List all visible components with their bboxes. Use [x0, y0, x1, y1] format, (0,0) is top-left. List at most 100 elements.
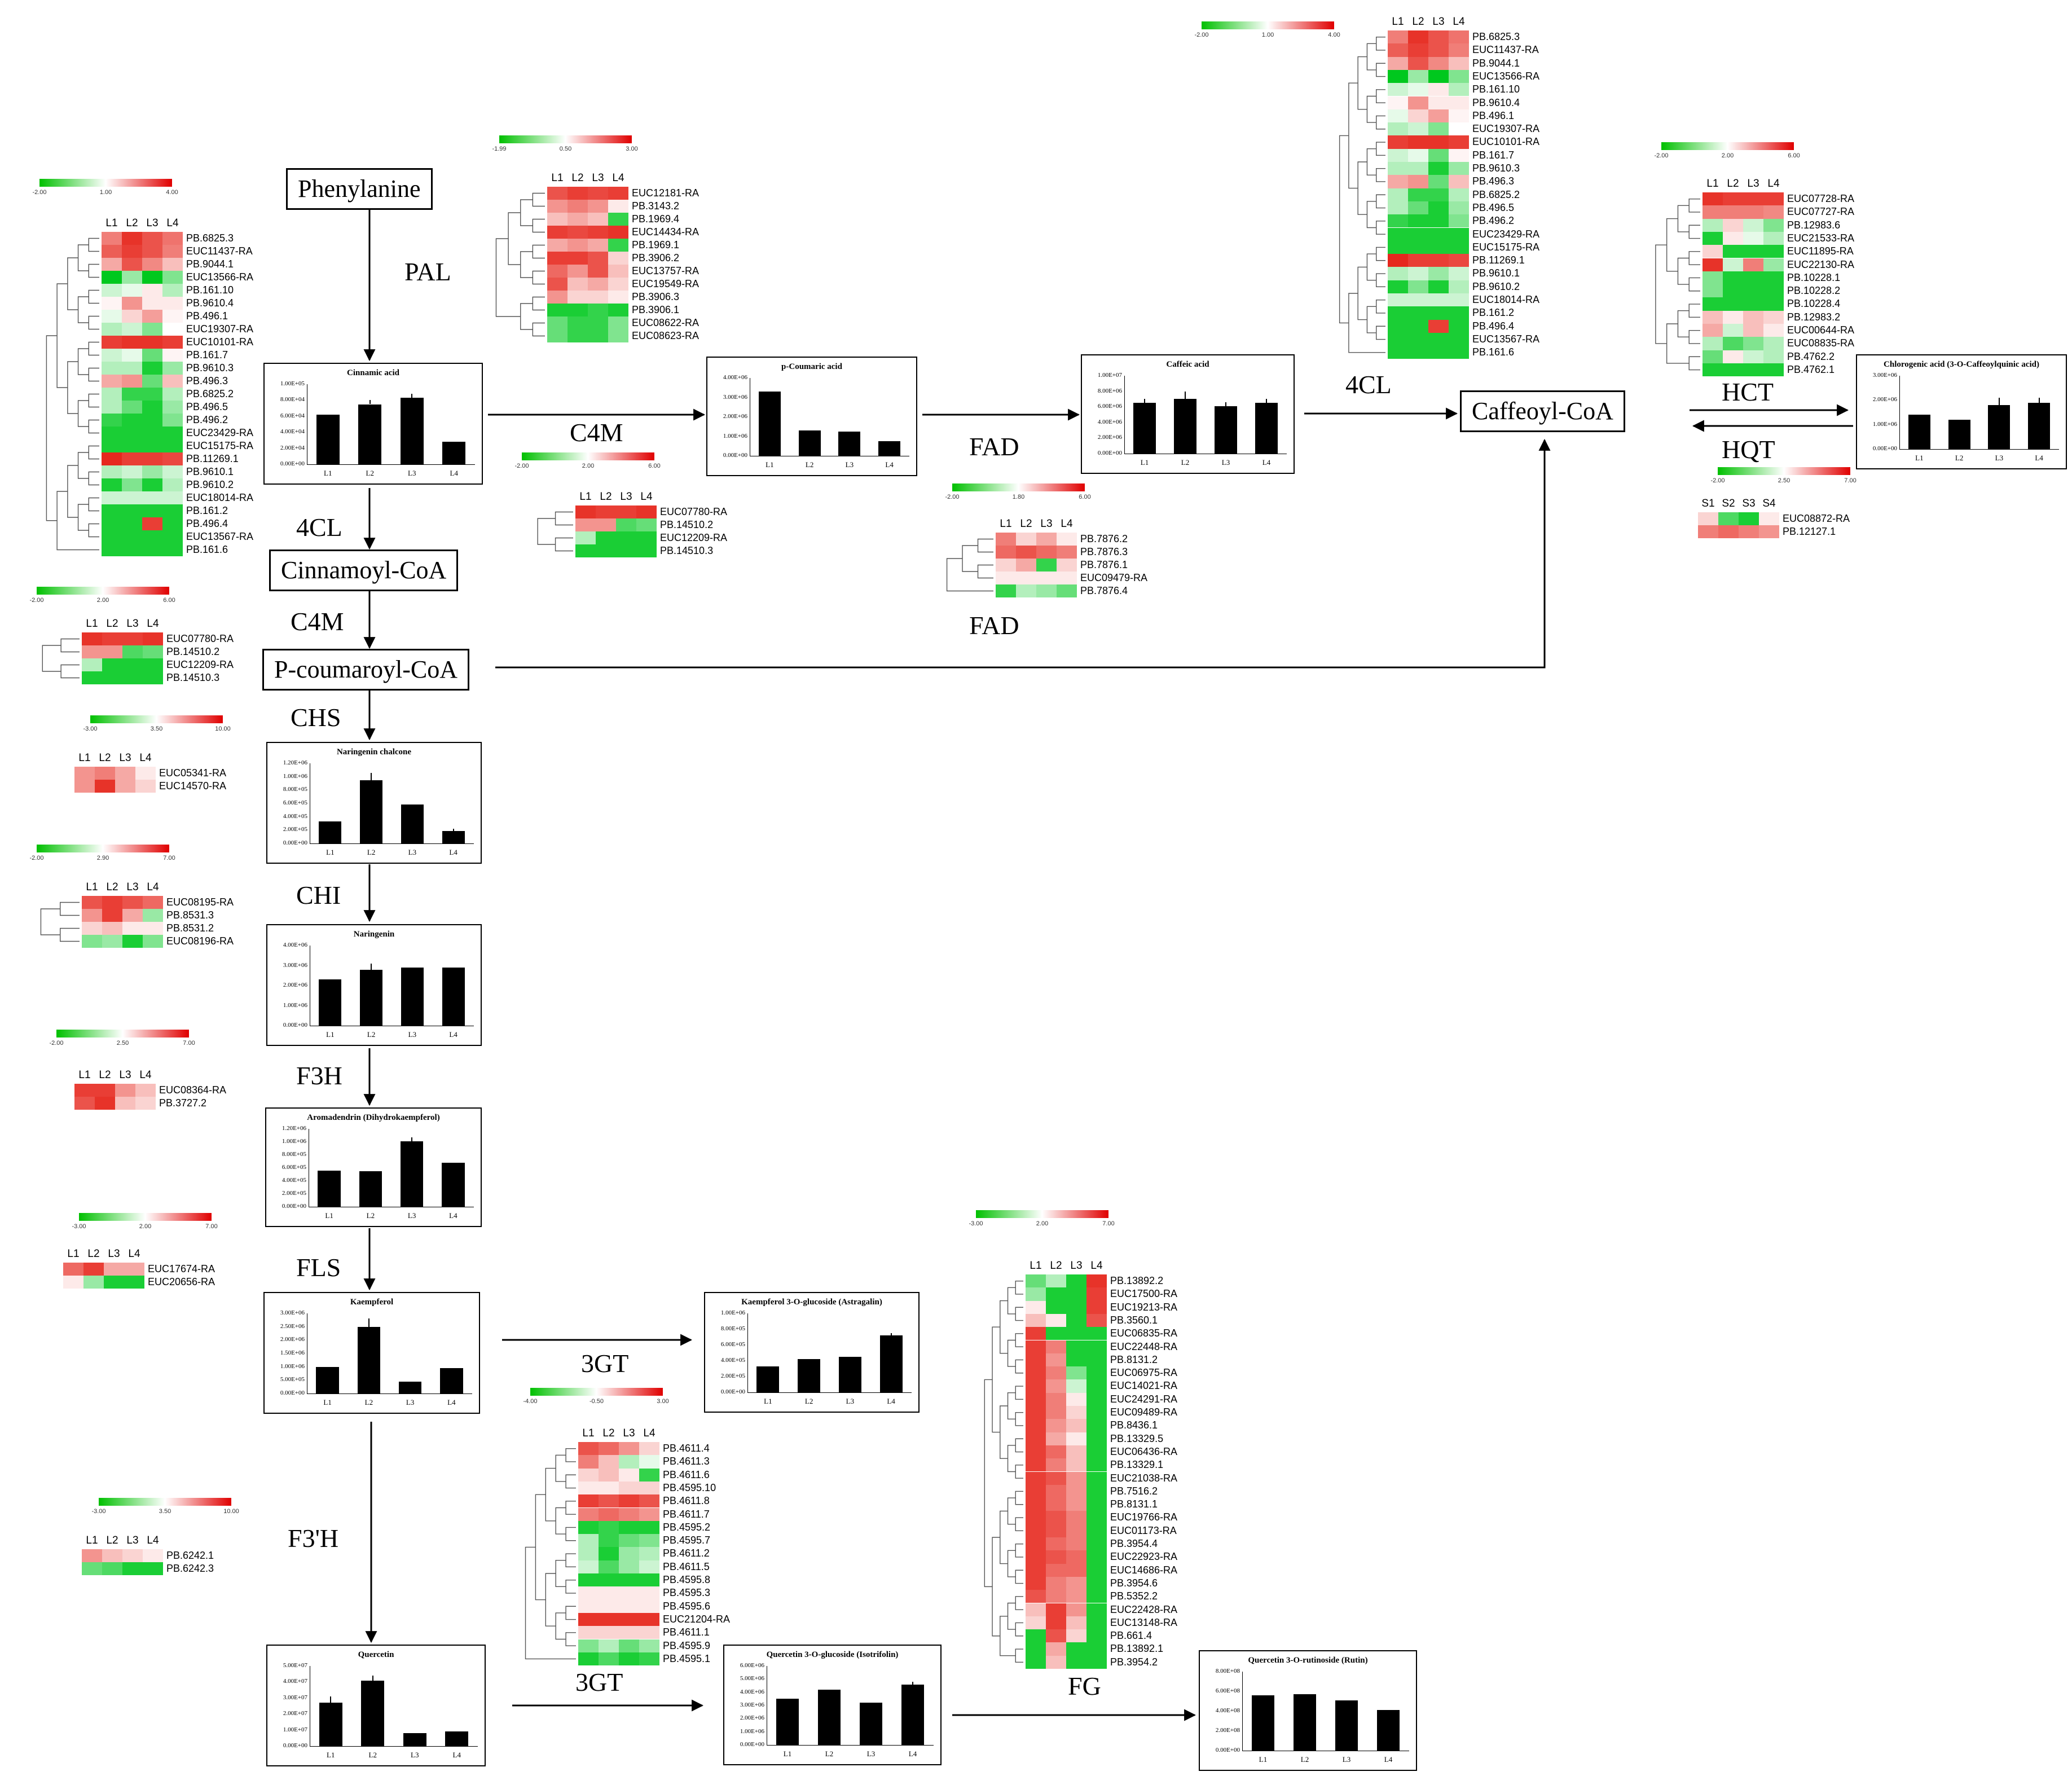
heatmap-cell	[122, 401, 142, 414]
heatmap-cell	[124, 1263, 144, 1276]
heatmap-cell	[575, 518, 596, 531]
dendrogram-branch	[1000, 1300, 1008, 1354]
heatmap-cell	[95, 780, 115, 793]
heatmap-cell	[547, 252, 568, 265]
heatmap-cell	[639, 1586, 659, 1600]
heatmap-cell	[1066, 1353, 1086, 1367]
heatmap-cell	[162, 232, 183, 245]
heatmap-cell	[578, 1507, 599, 1521]
heatmap-cell	[142, 388, 162, 401]
legend-tick: 2.00	[96, 597, 109, 604]
x-axis-line	[310, 1746, 478, 1747]
x-tick-label: L3	[411, 1751, 419, 1759]
heatmap-cell	[599, 1599, 619, 1613]
row-label: PB.3954.2	[1110, 1656, 1158, 1668]
dendrogram-branch	[565, 1448, 576, 1462]
heatmap-cell	[1016, 572, 1036, 584]
dendrogram-branch	[1015, 1517, 1023, 1532]
heatmap-cell	[102, 414, 122, 427]
heatmap-cell	[1388, 319, 1408, 333]
heatmap-cell	[1449, 43, 1469, 57]
legend-tick: 6.00	[1788, 152, 1800, 159]
heatmap-cell	[578, 1442, 599, 1456]
heatmap-cell	[122, 909, 143, 922]
legend-tick: 2.00	[1036, 1220, 1049, 1227]
heatmap-cell	[619, 1586, 639, 1600]
heatmap-cell	[1026, 1340, 1046, 1353]
heatmap-cell	[599, 1520, 619, 1535]
heatmap-cell	[122, 1549, 143, 1562]
heatmap-cell	[619, 1652, 639, 1666]
heatmap-cell	[1388, 254, 1408, 267]
heatmap-cell	[1743, 205, 1763, 219]
row-label: PB.496.5	[1472, 201, 1515, 213]
y-tick-label: 4.00E+05	[720, 1357, 745, 1364]
panel-title: Chlorogenic acid (3-O-Caffeoylquinic aci…	[1884, 360, 2039, 369]
heatmap-cell	[1743, 284, 1763, 298]
heatmap-cell	[162, 362, 183, 375]
heatmap-cell	[1408, 135, 1428, 149]
heatmap-cell	[588, 316, 608, 329]
heatmap-cell	[1026, 1419, 1046, 1432]
heatmap-cell	[122, 439, 142, 452]
row-label: PB.161.6	[1472, 346, 1515, 358]
heatmap-cell	[1388, 332, 1408, 346]
legend-gradient	[90, 715, 223, 723]
x-axis-line	[767, 1745, 934, 1746]
row-label: PB.11269.1	[186, 453, 239, 464]
heatmap-cell	[135, 1097, 156, 1110]
heatmap-cell	[1449, 148, 1469, 162]
heatmap-cell	[639, 1573, 659, 1587]
row-label: PB.7516.2	[1110, 1485, 1158, 1497]
heatmap-cell	[1066, 1563, 1086, 1577]
row-label: EUC08622-RA	[632, 317, 700, 328]
heatmap-cell	[1763, 310, 1784, 324]
heatmap-cell	[1026, 1327, 1046, 1340]
row-label: PB.661.4	[1110, 1630, 1152, 1642]
panel-title: Aromadendrin (Dihydrokaempferol)	[307, 1113, 440, 1122]
dendrogram-branch	[88, 315, 99, 330]
y-tick-label: 2.00E+06	[1097, 434, 1122, 441]
heatmap-cell	[619, 1534, 639, 1548]
legend-gradient	[522, 452, 654, 460]
row-label: EUC08835-RA	[1787, 337, 1855, 349]
heatmap-cell	[122, 375, 142, 388]
bar-L4	[442, 1162, 465, 1207]
row-label: EUC13567-RA	[186, 531, 254, 542]
dendrogram-branch	[977, 538, 993, 553]
heatmap-cell	[1086, 1498, 1107, 1511]
heatmap-cell	[1086, 1458, 1107, 1472]
heatmap-cell	[1066, 1603, 1086, 1616]
heatmap-cell	[102, 271, 122, 284]
heatmap-cell	[122, 388, 142, 401]
heatmap-cell	[104, 1276, 124, 1289]
bar-L4	[442, 968, 465, 1026]
heatmap-cell	[1703, 363, 1723, 377]
dendrogram-branch	[88, 445, 99, 460]
heatmap-cell	[1026, 1603, 1046, 1616]
row-label: PB.8131.1	[1110, 1498, 1158, 1510]
heatmap-cell	[1086, 1511, 1107, 1524]
enzyme-hct: HCT	[1722, 377, 1774, 406]
dendrogram-branch	[555, 511, 573, 526]
row-label: EUC22923-RA	[1110, 1551, 1178, 1563]
dendrogram-branch	[77, 504, 89, 531]
x-tick-label: L2	[367, 1030, 376, 1039]
heatmap-cell	[63, 1263, 83, 1276]
heatmap-cell	[1388, 109, 1408, 123]
y-tick-label: 1.00E+07	[1097, 372, 1122, 379]
heatmap-cell	[1723, 337, 1743, 350]
heatmap-cell	[162, 284, 183, 297]
dendrogram-branch	[67, 361, 78, 414]
heatmap-cell	[1046, 1511, 1066, 1524]
y-tick-label: 4.00E+06	[283, 942, 307, 948]
dendrogram-branch	[1376, 221, 1385, 235]
dendrogram-branch	[1015, 1543, 1023, 1558]
y-tick-label: 5.00E+05	[280, 1376, 305, 1383]
legend-gradient	[1202, 21, 1334, 29]
heatmap-cell	[1086, 1419, 1107, 1432]
heatmap-cell	[1057, 559, 1077, 572]
heatmap-cell	[588, 304, 608, 316]
heatmap-cell	[104, 1263, 124, 1276]
column-header: L4	[139, 1069, 152, 1081]
